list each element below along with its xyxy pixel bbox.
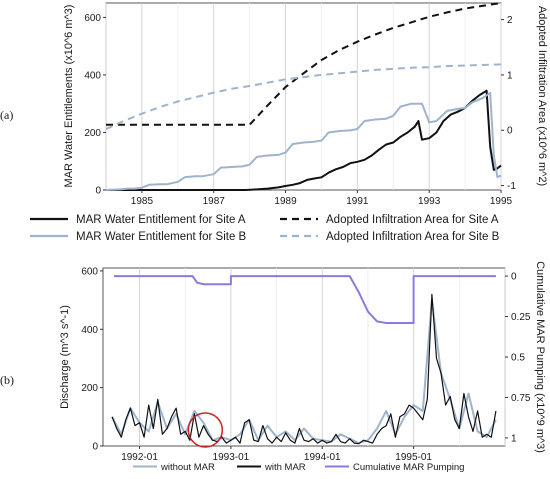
panel-a-y-ticks: 0 200 400 600 [84,13,106,197]
y-tick-label: 400 [81,325,98,336]
panel-a-series [105,2,502,191]
y-tick-label: 200 [84,128,101,139]
y-tick-label: 400 [84,70,101,81]
x-tick-label: 1994-01 [304,452,341,463]
legend-label: Adopted Infiltration Area for Site A [326,214,499,226]
x-tick-label: 1987 [203,196,226,207]
legend-label: Adopted Infiltration Area for Site B [326,231,500,243]
right-y-tick-label: 0 [507,126,513,137]
y-tick-label: 600 [84,13,101,24]
series-line-with-mar [111,293,497,445]
right-y-tick-label: 0 [511,272,517,283]
series-line-cumulative-mar-pumping [114,275,496,324]
legend-label: Cumulative MAR Pumping [353,462,464,473]
panel-a-plot-area [105,2,502,191]
legend-label: with MAR [264,462,306,473]
y-tick-label: 0 [92,442,98,453]
right-y-tick-label: 0.5 [511,353,525,364]
panel-a-grid [105,3,502,190]
x-tick-label: 1995 [490,196,513,207]
panel-b-legend: without MAR with MAR Cumulative MAR Pumpin… [133,462,464,473]
panel-b: (b) 1992-01 1993-01 1994-01 1995-01 0 200 400… [0,261,546,473]
x-tick-label: 1993 [418,196,441,207]
right-y-tick-label: 0.75 [511,393,531,404]
panel-a-y-axis-label: MAR Water Entitlements (x10^6 m^3) [63,5,75,188]
x-tick-label: 1985 [131,196,154,207]
legend-label: MAR Water Entitlement for Site B [76,231,247,243]
panel-b-y-axis-label: Discharge (m^3 s^-1) [59,305,71,409]
panel-a-label: (a) [0,108,13,122]
right-y-tick-label: 1 [511,433,517,444]
series-line-mar-water-entitlement-for-site-b [105,91,502,191]
panel-b-annotation [187,412,224,448]
panel-b-x-ticks: 1992-01 1993-01 1994-01 1995-01 [121,446,432,463]
legend-label: without MAR [160,462,215,473]
right-y-tick-label: 2 [507,15,513,26]
panel-a: (a) 1985 1987 1989 1991 1993 1995 0200400600 … [0,2,548,243]
panel-a-right-y-axis-label: Adopted Infiltration Area (x10^6 m^2) [536,6,548,186]
series-line-adopted-infiltration-area-for-site-b [105,63,502,131]
y-tick-label: 200 [81,383,98,394]
panel-b-y-ticks: 0 200 400 600 [81,266,103,453]
panel-a-legend: MAR Water Entitlement for Site A Adopted … [30,214,500,243]
right-y-tick-label: 0.25 [511,312,531,323]
x-tick-label: 1993-01 [213,452,250,463]
x-tick-label: 1991 [346,196,369,207]
right-y-tick-label: -1 [507,181,516,192]
y-tick-label: 0 [95,186,101,197]
highlight-circle [187,412,224,448]
panel-a-right-y-ticks: -1 0 1 2 [501,15,516,192]
x-tick-label: 1995-01 [395,452,432,463]
series-line-adopted-infiltration-area-for-site-a [106,2,502,126]
x-tick-label: 1989 [274,196,297,207]
panel-b-right-y-axis-label: Cumulative MAR Pumping (x10^9 m^3) [534,261,546,453]
panel-b-series [111,275,497,445]
right-y-tick-label: 1 [507,70,513,81]
x-tick-label: 1992-01 [121,452,158,463]
panel-b-label: (b) [0,373,14,387]
panel-a-x-ticks: 1985 1987 1989 1991 1993 1995 [131,190,513,207]
panel-b-right-y-ticks: 0 0.25 0.5 0.75 1 [505,272,531,444]
y-tick-label: 600 [81,266,98,277]
legend-label: MAR Water Entitlement for Site A [76,214,246,226]
